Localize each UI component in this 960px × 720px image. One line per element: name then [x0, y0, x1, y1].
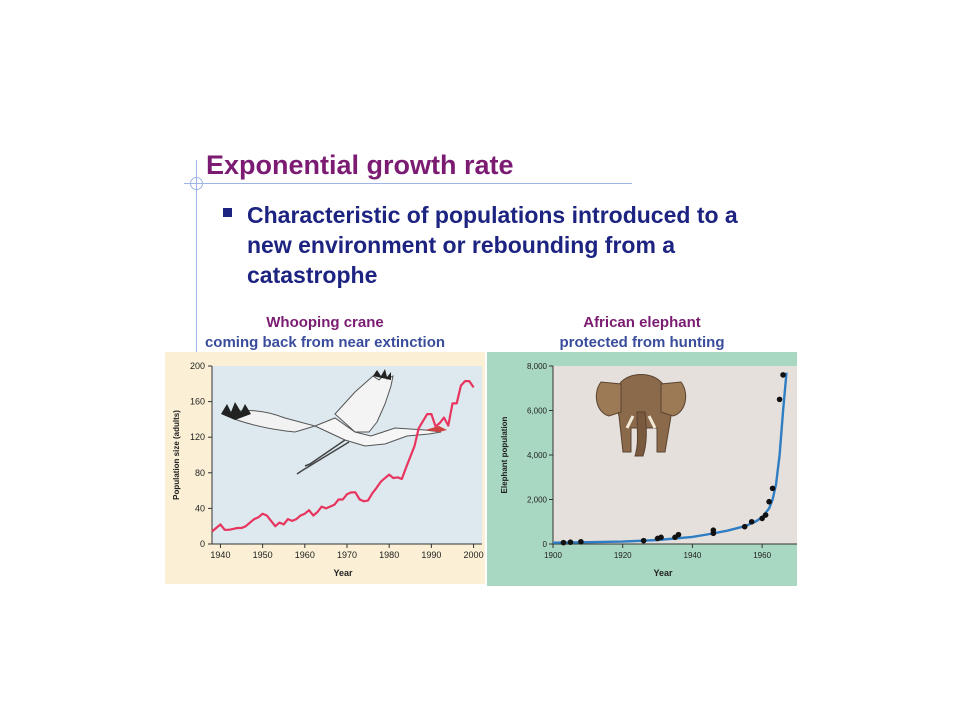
elephant-data-point — [675, 531, 682, 538]
crane-chart-title: Whooping crane — [266, 314, 384, 331]
crane-y-tick-label: 40 — [195, 503, 205, 513]
elephant-y-tick-label: 2,000 — [527, 496, 548, 505]
crane-y-tick-label: 200 — [190, 361, 205, 371]
elephant-chart-subtitle: protected from hunting — [559, 334, 725, 351]
elephant-data-point — [710, 527, 717, 534]
elephant-x-tick-label: 1960 — [753, 551, 771, 560]
elephant-data-point — [578, 538, 584, 545]
elephant-x-tick-label: 1900 — [544, 551, 562, 560]
elephant-data-point — [640, 537, 647, 544]
crane-y-tick-label: 160 — [190, 397, 205, 407]
crane-x-tick-label: 1990 — [421, 550, 441, 560]
elephant-x-tick-label: 1920 — [614, 551, 632, 560]
crane-x-label: Year — [333, 568, 353, 578]
elephant-points — [560, 372, 786, 546]
elephant-data-point — [776, 396, 783, 403]
elephant-data-point — [766, 498, 772, 505]
crane-y-tick-label: 80 — [195, 468, 205, 478]
elephant-data-point — [780, 372, 786, 378]
elephant-y-tick-label: 4,000 — [527, 451, 548, 460]
elephant-data-point — [748, 518, 755, 525]
elephant-fit-curve — [552, 372, 788, 544]
crane-x-tick-label: 2000 — [464, 550, 484, 560]
elephant-chart-heading: African elephant protected from hunting — [487, 313, 797, 353]
crane-y-tick-label: 120 — [190, 432, 205, 442]
crane-chart: 0 40 80 120 160 200 1940 1950 1960 1970 1980 1990 20… — [172, 361, 484, 578]
crane-plot-area — [212, 366, 482, 544]
crane-x-tick-label: 1980 — [379, 550, 399, 560]
elephant-y-label: Elephant population — [500, 416, 509, 493]
elephant-chart-title: African elephant — [583, 314, 701, 331]
elephant-illustration — [595, 374, 687, 457]
elephant-axes: 0 2,000 4,000 6,000 8,000 1900 1920 1940 1960 — [527, 362, 797, 560]
elephant-y-tick-label: 0 — [543, 540, 548, 549]
crane-chart-panel: 0 40 80 120 160 200 1940 1950 1960 1970 1980 1990 20… — [165, 352, 485, 584]
elephant-chart-panel: 0 2,000 4,000 6,000 8,000 1900 1920 1940 1960 Ye… — [487, 352, 797, 586]
crane-chart-heading: Whooping crane coming back from near ext… — [165, 313, 485, 353]
crane-axes: 0 40 80 120 160 200 1940 1950 1960 1970 1980 1990 20… — [190, 361, 484, 560]
crane-population-line — [211, 380, 475, 533]
elephant-data-point — [762, 512, 769, 518]
bullet-square-icon — [223, 208, 232, 217]
crane-x-tick-label: 1960 — [295, 550, 315, 560]
crane-y-label: Population size (adults) — [172, 410, 181, 500]
elephant-x-tick-label: 1940 — [684, 551, 702, 560]
crane-chart-subtitle: coming back from near extinction — [204, 334, 446, 351]
elephant-x-label: Year — [653, 568, 673, 578]
crane-y-tick-label: 0 — [200, 539, 205, 549]
elephant-data-point — [560, 539, 567, 546]
crane-illustration — [221, 369, 447, 475]
elephant-chart: 0 2,000 4,000 6,000 8,000 1900 1920 1940 1960 Ye… — [500, 362, 797, 578]
crane-x-tick-label: 1940 — [210, 550, 230, 560]
slide-rule-circle — [190, 177, 203, 190]
elephant-y-tick-label: 6,000 — [527, 407, 548, 416]
crane-x-tick-label: 1970 — [337, 550, 357, 560]
elephant-data-point — [769, 485, 776, 492]
elephant-data-point — [658, 534, 664, 541]
bullet-text: Characteristic of populations introduced… — [247, 202, 738, 288]
crane-x-tick-label: 1950 — [253, 550, 273, 560]
elephant-data-point — [759, 515, 765, 522]
elephant-data-point — [741, 523, 748, 530]
slide-rule-horizontal — [184, 183, 632, 184]
elephant-data-point — [567, 539, 574, 546]
slide-title: Exponential growth rate — [206, 150, 514, 180]
slide-rule-vertical — [196, 160, 197, 360]
elephant-y-tick-label: 8,000 — [527, 362, 548, 371]
